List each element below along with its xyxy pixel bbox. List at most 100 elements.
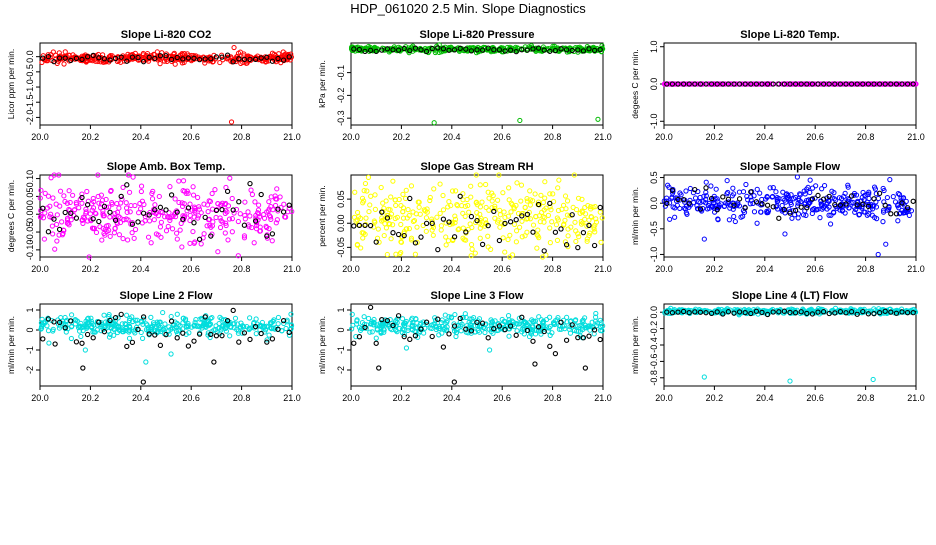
data-point [786,195,792,201]
data-point [255,207,262,213]
data-point [204,223,210,229]
data-point [225,237,231,243]
data-point [276,51,282,57]
data-point [792,310,799,316]
data-point [354,318,360,324]
data-point [218,316,225,322]
data-point [116,232,122,238]
data-point [427,325,433,331]
data-point [591,226,597,232]
data-point [438,227,444,233]
data-point [876,81,883,87]
data-point [513,217,519,223]
x-tick-label: 21.0 [594,264,612,274]
data-point [139,335,146,341]
data-point [180,216,186,222]
data-point [233,58,239,65]
data-point [129,54,136,60]
data-point [241,51,247,57]
data-point [524,47,531,53]
data-point [541,47,547,53]
data-point [120,184,126,190]
data-point [580,220,586,226]
data-point [533,214,539,220]
data-point [40,205,46,211]
data-point [371,322,377,328]
data-point [127,209,133,215]
data-point [101,203,108,209]
data-point [369,46,375,52]
data-point [446,331,452,337]
data-point [548,207,554,213]
data-point [541,219,547,225]
data-point [563,337,570,343]
data-point [519,329,525,335]
data-point [275,314,282,321]
data-point [363,215,369,221]
data-point [468,48,475,54]
data-point [424,206,430,212]
data-point [837,202,844,208]
data-point [547,343,553,349]
data-point [42,190,48,197]
data-point [267,214,274,220]
y-axis-label: ml/min per min. [630,187,640,245]
data-point [147,209,153,216]
y-tick-label: 0.0 [649,197,659,210]
data-point [362,324,368,331]
data-point [371,320,377,326]
y-tick-label: -1.0 [649,247,659,263]
data-point [220,219,226,225]
data-point [176,199,182,206]
data-point [84,188,90,195]
data-point [123,216,129,222]
plot-frame [350,42,604,126]
data-point [82,347,88,353]
data-point [888,211,894,217]
data-point [700,199,706,205]
data-point [412,240,419,246]
data-point [575,195,582,201]
data-point [176,178,182,184]
data-point [392,215,398,222]
data-point [586,232,592,239]
data-point [269,58,276,64]
data-point [492,203,498,209]
data-point [418,320,424,326]
data-point [475,327,481,334]
data-point [562,217,568,223]
data-point [197,316,203,322]
data-point [678,192,684,198]
data-point [400,191,406,197]
data-point [269,336,276,342]
data-point [485,233,491,239]
y-tick-label: -0.2 [336,88,346,104]
data-point [390,230,396,236]
data-point [131,235,137,241]
data-point [275,206,281,212]
data-point [67,199,73,206]
data-point [418,47,424,53]
data-point [726,217,732,223]
data-point [456,226,462,232]
data-point [832,310,838,316]
data-point [502,249,508,255]
data-point [242,199,248,205]
data-point [553,222,560,228]
data-point [191,55,197,61]
data-point [724,177,730,184]
data-point [575,244,581,251]
x-tick-label: 20.8 [544,264,562,274]
data-point [411,218,418,224]
data-point [703,81,709,87]
data-point [893,310,900,316]
data-point [275,326,281,332]
data-point [483,321,489,327]
data-point [93,211,99,217]
data-point [530,46,536,52]
data-point [201,231,207,237]
data-point [179,200,185,206]
data-point [485,222,491,229]
y-tick-label: 1 [25,307,35,312]
data-point [252,56,259,62]
